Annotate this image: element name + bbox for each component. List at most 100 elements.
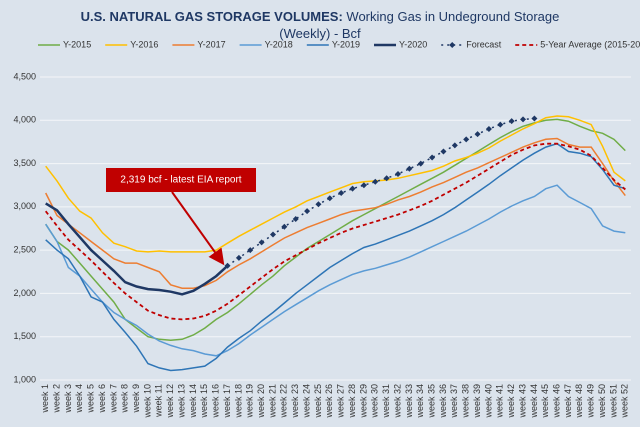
series-marker [474,131,481,138]
series-marker [281,223,288,230]
series-marker [269,231,276,238]
annotation-text: 2,319 bcf - latest EIA report [120,175,241,186]
y-tick-label: 3,500 [13,158,36,168]
chart-title-block: U.S. NATURAL GAS STORAGE VOLUMES: Workin… [80,8,560,42]
legend-label: 5-Year Average (2015-2019) [540,39,640,49]
x-tick-label: week 4 [74,384,84,414]
x-tick-label: week 16 [211,384,221,419]
legend-label: Forecast [466,39,502,49]
x-tick-label: week 26 [324,384,334,419]
series-marker [292,215,299,222]
series-marker [497,121,504,128]
x-tick-label: week 37 [449,384,459,419]
x-tick-label: week 41 [495,384,505,419]
legend-label: Y-2015 [63,39,91,49]
series-marker [383,175,390,182]
x-tick-label: week 47 [563,384,573,419]
series-marker [520,116,527,123]
x-tick-label: week 31 [381,384,391,419]
series-line [45,118,626,341]
series-marker [326,195,333,202]
series-line [45,115,626,253]
y-tick-label: 2,500 [13,245,36,255]
x-tick-label: week 11 [154,384,164,418]
x-tick-label: week 43 [517,384,527,419]
x-tick-label: week 20 [256,384,266,419]
series-marker [451,142,458,149]
x-tick-label: week 24 [301,384,311,419]
x-tick-label: week 40 [483,384,493,419]
x-tick-label: week 13 [176,384,186,419]
series-marker [315,201,322,208]
series-marker [247,247,254,254]
x-tick-label: week 1 [40,384,50,414]
x-tick-label: week 19 [245,384,255,419]
x-tick-label: week 22 [279,384,289,419]
series-marker [440,148,447,155]
series-marker [429,154,436,161]
series-marker [235,254,242,261]
x-tick-label: week 29 [358,384,368,419]
x-tick-label: week 23 [290,384,300,419]
y-tick-label: 2,000 [13,288,36,298]
series-marker [463,136,470,143]
x-tick-label: week 36 [438,384,448,419]
x-tick-label: week 15 [199,384,209,419]
y-tick-label: 4,000 [13,115,36,125]
y-tick-label: 1,000 [13,374,36,384]
x-tick-label: week 9 [131,384,141,414]
x-tick-label: week 49 [586,384,596,419]
series-marker [417,160,424,167]
y-tick-label: 3,000 [13,201,36,211]
series-marker [508,118,515,125]
legend-label: Y-2018 [265,39,293,49]
series-marker [258,239,265,246]
x-tick-label: week 14 [188,384,198,419]
series-marker [485,125,492,132]
x-tick-label: week 8 [120,384,130,414]
x-tick-label: week 45 [540,384,550,419]
x-tick-label: week 2 [51,384,61,414]
x-tick-label: week 27 [336,384,346,419]
series-marker [224,262,231,269]
x-tick-label: week 17 [222,384,232,419]
x-tick-label: week 7 [108,384,118,414]
x-tick-label: week 46 [552,384,562,419]
series-line [45,184,626,357]
series-marker [360,182,367,189]
y-tick-label: 1,500 [13,331,36,341]
x-tick-label: week 39 [472,384,482,419]
legend-label: Y-2020 [399,39,427,49]
annotation-box [106,168,256,192]
x-tick-label: week 48 [574,384,584,419]
x-tick-label: week 50 [597,384,607,419]
x-tick-label: week 25 [313,384,323,419]
series-marker [338,190,345,197]
series-line [45,202,229,296]
x-tick-label: week 18 [233,384,243,419]
legend-label: Y-2019 [332,39,360,49]
x-tick-label: week 35 [426,384,436,419]
x-tick-label: week 38 [461,384,471,419]
series-marker [304,208,311,215]
x-tick-label: week 32 [392,384,402,419]
legend-label: Y-2016 [130,39,158,49]
x-tick-label: week 30 [370,384,380,419]
x-tick-label: week 34 [415,384,425,419]
series-marker [395,170,402,177]
y-tick-label: 4,500 [13,71,36,81]
x-tick-label: week 12 [165,384,175,419]
series-marker [406,165,413,172]
chart-title: U.S. NATURAL GAS STORAGE VOLUMES: [80,9,343,24]
chart-subtitle: Working Gas in Undeground Storage (Weekl… [279,9,560,41]
x-tick-label: week 51 [608,384,618,419]
x-tick-label: week 21 [267,384,277,419]
x-tick-label: week 33 [404,384,414,419]
x-tick-label: week 3 [63,384,73,414]
series-line [45,137,626,289]
x-tick-label: week 28 [347,384,357,419]
series-marker [349,185,356,192]
legend-label: Y-2017 [197,39,225,49]
